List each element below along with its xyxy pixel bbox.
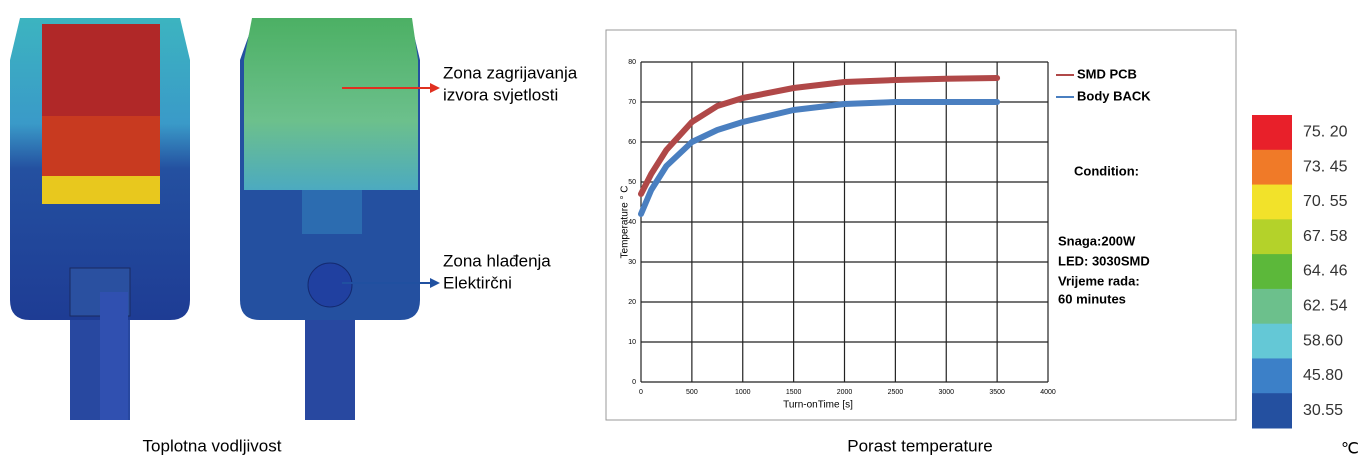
scale-label: 73. 45 <box>1303 158 1348 175</box>
scale-label: 75. 20 <box>1303 124 1348 141</box>
scale-label: 30.55 <box>1303 402 1343 419</box>
condition-text: 60 minutes <box>1058 291 1126 306</box>
scale-swatch <box>1252 324 1292 359</box>
scale-label: 64. 46 <box>1303 263 1348 280</box>
x-tick-label: 0 <box>639 389 643 396</box>
scale-swatch <box>1252 289 1292 324</box>
scale-label: 45.80 <box>1303 367 1343 384</box>
x-tick-label: 3500 <box>989 389 1005 396</box>
lamp-front <box>10 18 190 420</box>
scale-label: 58.60 <box>1303 332 1343 349</box>
scale-swatch <box>1252 358 1292 393</box>
scale-swatch <box>1252 393 1292 428</box>
annotation: Zona zagrijavanja <box>443 63 578 82</box>
scale-label: 70. 55 <box>1303 193 1348 210</box>
y-tick-label: 40 <box>628 219 636 226</box>
scale-unit: ℃ <box>1341 441 1359 458</box>
y-tick-label: 10 <box>628 339 636 346</box>
condition-text: Vrijeme rada: <box>1058 273 1140 288</box>
arrow-head <box>430 278 440 288</box>
legend-label: SMD PCB <box>1077 66 1137 81</box>
caption: Toplotna vodljivost <box>143 436 282 455</box>
y-tick-label: 0 <box>632 379 636 386</box>
condition-text: Condition: <box>1074 163 1139 178</box>
y-tick-label: 50 <box>628 179 636 186</box>
scale-swatch <box>1252 254 1292 289</box>
annotation: Zona hlađenja <box>443 251 551 270</box>
scale-swatch <box>1252 219 1292 254</box>
scale-swatch <box>1252 115 1292 150</box>
figure: Zona zagrijavanja izvora svjetlosti Zona… <box>0 0 1369 463</box>
caption: Porast temperature <box>847 436 993 455</box>
x-tick-label: 1500 <box>786 389 802 396</box>
y-tick-label: 80 <box>628 59 636 66</box>
x-tick-label: 4000 <box>1040 389 1056 396</box>
x-tick-label: 2500 <box>888 389 904 396</box>
x-tick-label: 1000 <box>735 389 751 396</box>
y-tick-label: 70 <box>628 99 636 106</box>
x-axis-label: Turn-onTime [s] <box>783 400 853 411</box>
scale-label: 67. 58 <box>1303 228 1348 245</box>
annotation: Elektirčni <box>443 273 512 292</box>
x-tick-label: 3000 <box>938 389 954 396</box>
y-tick-label: 30 <box>628 259 636 266</box>
condition-text: LED: 3030SMD <box>1058 253 1150 268</box>
lamp-back <box>240 18 420 420</box>
x-tick-label: 500 <box>686 389 698 396</box>
annotation: izvora svjetlosti <box>443 85 558 104</box>
scale-swatch <box>1252 185 1292 220</box>
x-tick-label: 2000 <box>837 389 853 396</box>
y-tick-label: 60 <box>628 139 636 146</box>
scale-swatch <box>1252 150 1292 185</box>
scale-label: 62. 54 <box>1303 297 1348 314</box>
y-tick-label: 20 <box>628 299 636 306</box>
legend-label: Body BACK <box>1077 88 1151 103</box>
condition-text: Snaga:200W <box>1058 233 1136 248</box>
arrow-head <box>430 83 440 93</box>
